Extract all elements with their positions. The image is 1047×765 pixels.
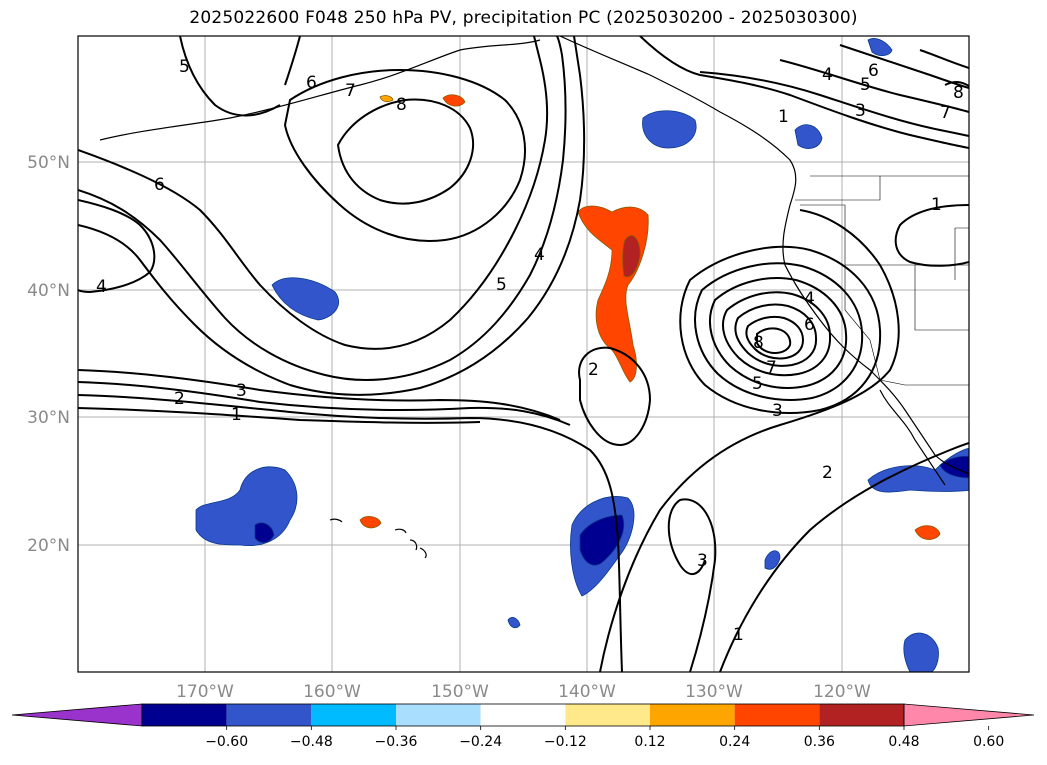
- contour-label: 6: [306, 73, 317, 93]
- lon-label: 170°W: [176, 682, 234, 702]
- contour-label: 4: [96, 277, 107, 297]
- lon-label: 140°W: [558, 682, 616, 702]
- coastlines: [99, 36, 969, 559]
- colorbar-tick-label: 0.12: [634, 734, 665, 750]
- pv-contours: [78, 36, 969, 672]
- lat-label: 30°N: [27, 408, 70, 428]
- contour-label: 2: [822, 463, 833, 483]
- lat-label: 40°N: [27, 281, 70, 301]
- latitude-labels: 50°N 40°N 30°N 20°N: [27, 153, 70, 556]
- longitude-labels: 170°W 160°W 150°W 140°W 130°W 120°W: [176, 682, 871, 702]
- contour-label: 4: [822, 65, 833, 85]
- contour-label: 8: [753, 333, 764, 353]
- colorbar-segment: [226, 704, 312, 726]
- map-area: 5 6 7 8 6 4 2 3 1 5 4 1 4 5 6 3 7 8 1 4: [77, 35, 970, 673]
- colorbar-segment: [650, 704, 735, 726]
- contour-label: 6: [154, 175, 165, 195]
- lon-label: 150°W: [431, 682, 489, 702]
- colorbar-tick-label: −0.12: [544, 734, 587, 750]
- lat-label: 20°N: [27, 536, 70, 556]
- contour-label: 1: [931, 195, 942, 215]
- contour-label: 5: [860, 75, 871, 95]
- contour-label: 8: [396, 95, 407, 115]
- contour-label: 1: [733, 625, 744, 645]
- colorbar-segment: [311, 704, 396, 726]
- colorbar-tick-label: −0.36: [375, 734, 418, 750]
- colorbar-segment: [734, 704, 820, 726]
- political-boundaries: [795, 175, 969, 386]
- colorbar-tick-label: 0.36: [804, 734, 835, 750]
- contour-label: 3: [236, 381, 247, 401]
- contour-label: 7: [766, 358, 777, 378]
- contour-label: 2: [174, 389, 185, 409]
- colorbar-extend-low: [11, 703, 143, 727]
- colorbar-segment: [819, 704, 904, 726]
- colorbar-segment: [565, 704, 650, 726]
- colorbar-segment: [142, 704, 227, 726]
- colorbar: −0.60 −0.48 −0.36 −0.24 −0.12 0.12 0.24 0.36 0.4…: [11, 703, 1035, 750]
- contour-label: 4: [534, 245, 545, 265]
- contour-label: 3: [772, 401, 783, 421]
- contour-label: 6: [868, 61, 879, 81]
- precip-positive-shading: [359, 94, 941, 540]
- contour-label: 5: [752, 374, 763, 394]
- contour-label: 5: [179, 57, 190, 77]
- contour-label: 4: [804, 289, 815, 309]
- colorbar-tick-label: −0.24: [459, 734, 502, 750]
- colorbar-tick-label: 0.48: [888, 734, 919, 750]
- colorbar-tick-label: −0.48: [290, 734, 333, 750]
- contour-label: 7: [940, 103, 951, 123]
- contour-labels: 5 6 7 8 6 4 2 3 1 5 4 1 4 5 6 3 7 8 1 4: [96, 57, 964, 645]
- lat-label: 50°N: [27, 153, 70, 173]
- lon-label: 120°W: [813, 682, 871, 702]
- contour-label: 3: [855, 101, 866, 121]
- page-title: 2025022600 F048 250 hPa PV, precipitatio…: [189, 8, 858, 28]
- colorbar-segment: [480, 704, 566, 726]
- colorbar-extend-high: [903, 703, 1035, 727]
- contour-label: 7: [345, 81, 356, 101]
- contour-label: 2: [588, 360, 599, 380]
- colorbar-tick-label: 0.24: [719, 734, 750, 750]
- contour-label: 5: [496, 275, 507, 295]
- colorbar-segment: [396, 704, 481, 726]
- lon-label: 160°W: [303, 682, 361, 702]
- colorbar-tick-label: 0.60: [973, 734, 1004, 750]
- contour-label: 6: [804, 315, 815, 335]
- contour-label: 8: [953, 83, 964, 103]
- contour-label: 1: [778, 107, 789, 127]
- lon-label: 130°W: [685, 682, 743, 702]
- colorbar-tick-label: −0.60: [205, 734, 248, 750]
- contour-label: 1: [231, 405, 242, 425]
- contour-label: 3: [697, 551, 708, 571]
- colorbar-frame: [141, 703, 905, 727]
- precip-negative-shading: [195, 38, 969, 672]
